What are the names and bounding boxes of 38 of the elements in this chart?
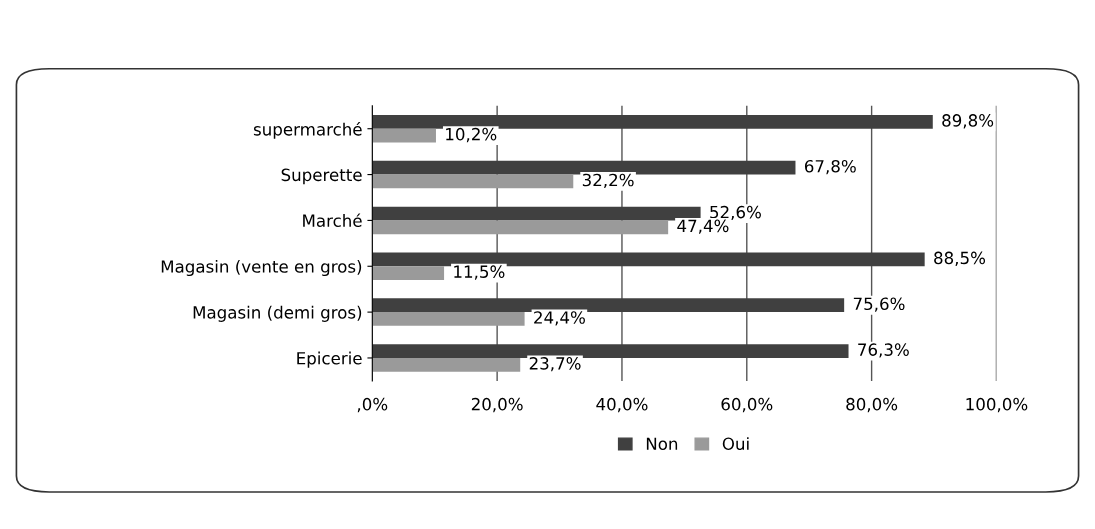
data-label: 24,4% (534, 311, 585, 326)
y-tick-label: Superette (281, 168, 362, 185)
y-tick-label: supermarché (253, 122, 362, 139)
data-label: 47,4% (677, 219, 729, 234)
bar (372, 220, 669, 235)
data-label: 32,2% (582, 173, 634, 188)
x-tick-label: 60,0% (721, 397, 773, 413)
y-tick-label: Magasin (demi gros) (193, 305, 362, 322)
bar (372, 252, 925, 267)
x-tick-label: 20,0% (471, 397, 523, 413)
bar (372, 206, 701, 221)
data-label: 52,6% (710, 205, 761, 221)
bar (372, 114, 933, 129)
x-tick-label: 80,0% (846, 397, 898, 413)
bar (372, 128, 436, 143)
data-label: 10,2% (446, 127, 497, 143)
bar (372, 357, 521, 372)
legend-label: Non (646, 437, 678, 451)
x-tick-label: 100,0% (966, 397, 1028, 413)
bar (372, 174, 574, 189)
y-tick-label: Epicerie (297, 351, 362, 368)
y-tick-label: Marché (303, 213, 362, 227)
x-tick-label: 40,0% (596, 397, 648, 413)
data-label: 67,8% (804, 159, 856, 175)
data-label: 75,6% (853, 297, 905, 312)
data-label: 76,3% (858, 343, 909, 358)
data-label: 11,5% (454, 265, 505, 280)
bar (372, 298, 845, 313)
data-label: 88,5% (934, 251, 986, 266)
data-label: 89,8% (942, 114, 994, 129)
bar (372, 312, 525, 326)
data-label: 23,7% (529, 357, 581, 372)
bar (372, 160, 796, 175)
y-tick-label: Magasin (vente en gros) (161, 259, 362, 277)
x-tick-label: ,0% (357, 397, 388, 413)
bar (372, 266, 445, 281)
bar (372, 344, 849, 358)
legend-label: Oui (722, 437, 749, 451)
